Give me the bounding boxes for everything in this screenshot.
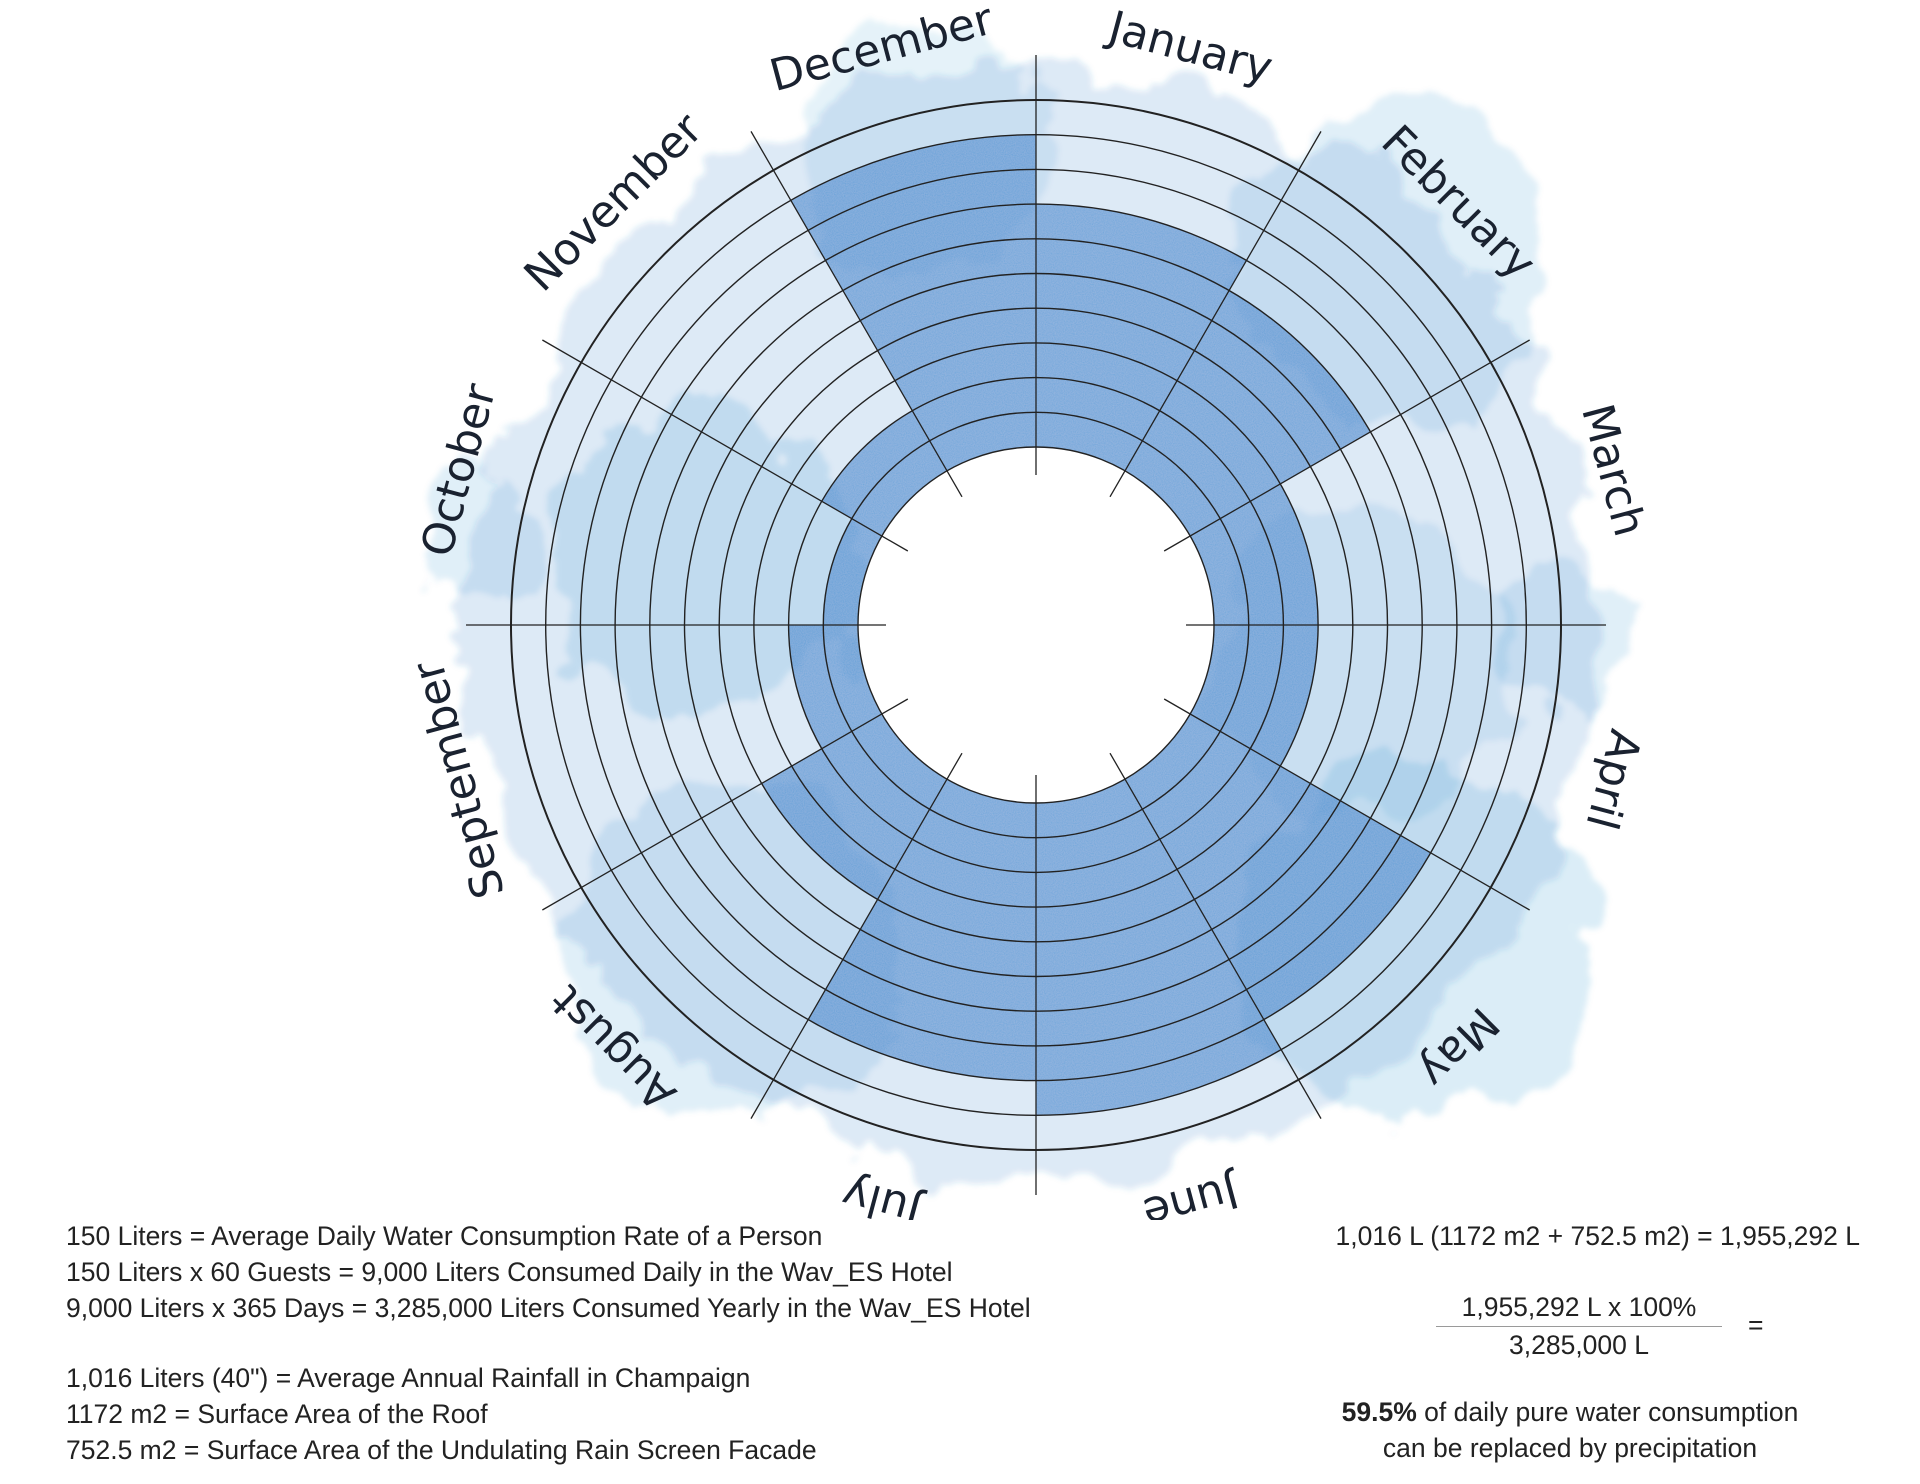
month-sector [1190, 625, 1319, 767]
month-spoke [1109, 131, 1322, 498]
month-spoke [1163, 698, 1530, 911]
month-spoke [1163, 339, 1530, 552]
watercolor-blob [416, 485, 536, 605]
month-spoke [750, 752, 963, 1119]
note-line: 150 Liters x 60 Guests = 9,000 Liters Co… [66, 1257, 953, 1287]
equals-sign: = [1748, 1310, 1764, 1340]
month-sector [1036, 204, 1247, 471]
percentage-fraction: 1,955,292 L x 100% 3,285,000 L [1436, 1290, 1722, 1363]
calculation-panel: 1,016 L (1172 m2 + 752.5 m2) = 1,955,292… [1240, 1218, 1861, 1463]
month-spoke [542, 698, 909, 911]
month-sector [790, 134, 1036, 471]
total-collection-equation: 1,016 L (1172 m2 + 752.5 m2) = 1,955,292… [1335, 1221, 1861, 1251]
assumptions-notes: 150 Liters = Average Daily Water Consump… [66, 1218, 1031, 1468]
month-spoke [542, 339, 909, 552]
fraction-denominator: 3,285,000 L [1509, 1330, 1649, 1360]
month-sector [1125, 714, 1431, 1020]
fraction-numerator: 1,955,292 L x 100% [1436, 1290, 1722, 1327]
month-label: July [837, 1167, 930, 1220]
result-statement: 59.5% of daily pure water consumption ca… [1300, 1394, 1840, 1466]
month-sector [823, 518, 882, 625]
result-text: can be replaced by precipitation [1382, 1433, 1758, 1463]
note-line: 1172 m2 = Surface Area of the Roof [66, 1399, 488, 1429]
watercolor-blob [566, 785, 906, 1125]
month-sector [821, 410, 947, 536]
month-label: April [1575, 724, 1650, 834]
month-sector [788, 625, 882, 749]
watercolor-blob [546, 405, 866, 725]
watercolor-blob [1486, 565, 1626, 705]
result-value: 59.5% [1341, 1397, 1417, 1427]
note-line: 150 Liters = Average Daily Water Consump… [66, 1221, 823, 1251]
month-spoke [750, 131, 963, 498]
result-text: of daily pure water consumption [1416, 1397, 1799, 1427]
month-sector [761, 714, 947, 900]
note-line: 1,016 Liters (40") = Average Annual Rain… [66, 1363, 751, 1393]
month-sector [1036, 779, 1282, 1116]
center-hole [858, 447, 1214, 803]
radial-rainfall-chart: JanuaryFebruaryMarchAprilMayJuneJulyAugu… [403, 0, 1656, 1220]
center-circle [858, 447, 1214, 803]
month-spoke [1109, 752, 1322, 1119]
sector-group [761, 134, 1431, 1116]
month-label: June [1138, 1164, 1247, 1220]
month-sector [808, 779, 1036, 1081]
grid-group [466, 55, 1606, 1195]
note-line: 752.5 m2 = Surface Area of the Undulatin… [66, 1435, 817, 1465]
month-sector [1190, 483, 1319, 625]
watercolor-blob [1236, 105, 1556, 425]
note-line: 9,000 Liters x 365 Days = 3,285,000 Lite… [66, 1293, 1031, 1323]
